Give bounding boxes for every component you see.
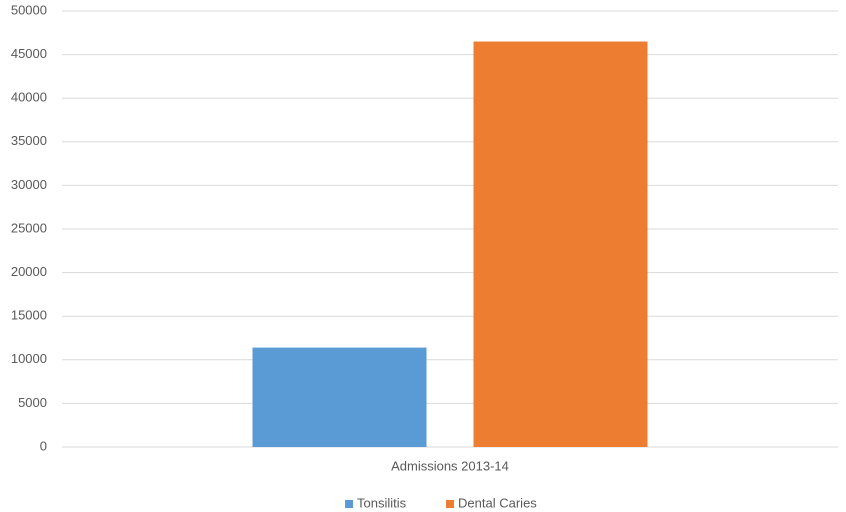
y-tick-label: 10000	[11, 351, 47, 366]
y-tick-label: 5000	[18, 395, 47, 410]
y-tick-label: 40000	[11, 90, 47, 105]
legend-label: Dental Caries	[458, 495, 537, 510]
y-tick-label: 35000	[11, 133, 47, 148]
bar	[252, 347, 427, 447]
y-tick-label: 30000	[11, 177, 47, 192]
x-tick-label: Admissions 2013-14	[391, 458, 509, 473]
bar	[473, 41, 648, 448]
y-tick-label: 15000	[11, 308, 47, 323]
legend-swatch	[446, 500, 455, 508]
legend-label: Tonsilitis	[357, 495, 407, 510]
y-tick-label: 45000	[11, 46, 47, 61]
y-tick-label: 50000	[11, 2, 47, 17]
y-tick-label: 25000	[11, 220, 47, 235]
legend-swatch	[345, 500, 354, 508]
y-tick-label: 20000	[11, 264, 47, 279]
y-tick-label: 0	[40, 438, 47, 453]
